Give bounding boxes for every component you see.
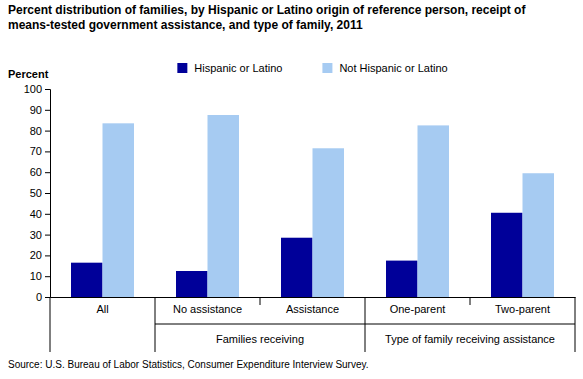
y-tick-mark bbox=[45, 110, 50, 111]
bar bbox=[281, 238, 313, 297]
y-tick: 20 bbox=[30, 249, 50, 261]
y-axis-title: Percent bbox=[8, 68, 49, 80]
legend-swatch bbox=[322, 63, 332, 73]
y-tick-mark bbox=[45, 151, 50, 152]
y-tick-label: 100 bbox=[24, 83, 42, 95]
y-axis-line bbox=[45, 90, 51, 298]
y-tick: 40 bbox=[30, 208, 50, 220]
y-tick-mark bbox=[45, 89, 50, 90]
y-tick: 90 bbox=[30, 104, 50, 116]
bar bbox=[71, 263, 103, 297]
bar bbox=[176, 271, 208, 297]
y-tick-mark bbox=[45, 172, 50, 173]
y-tick: 50 bbox=[30, 187, 50, 199]
y-tick-mark bbox=[45, 255, 50, 256]
bar bbox=[386, 261, 418, 297]
x-tick-label: Assistance bbox=[286, 303, 339, 315]
x-tick: All bbox=[96, 303, 108, 315]
x-tick-label: All bbox=[96, 303, 108, 315]
x-tick-label: One-parent bbox=[390, 303, 446, 315]
y-tick-label: 20 bbox=[30, 249, 42, 261]
y-tick: 0 bbox=[36, 291, 50, 303]
title-line: Percent distribution of families, by His… bbox=[8, 3, 526, 17]
y-tick-label: 60 bbox=[30, 166, 42, 178]
legend-label: Not Hispanic or Latino bbox=[339, 62, 447, 74]
y-tick-label: 70 bbox=[30, 145, 42, 157]
legend-swatch bbox=[177, 63, 187, 73]
x-tick-label: No assistance bbox=[173, 303, 242, 315]
title: Percent distribution of families, by His… bbox=[8, 3, 526, 32]
x-axis: All No assistance Assistance One-parent Two-… bbox=[51, 298, 576, 316]
bar bbox=[491, 213, 523, 297]
y-axis: 0 10 20 30 40 50 60 70 80 90 100 bbox=[24, 83, 51, 303]
y-tick-label: 30 bbox=[30, 229, 42, 241]
y-tick: 100 bbox=[24, 83, 50, 95]
y-tick: 70 bbox=[30, 145, 50, 157]
x-axis-line bbox=[51, 297, 576, 298]
y-tick: 60 bbox=[30, 166, 50, 178]
x-tick: Assistance bbox=[286, 303, 339, 315]
legend-item: Hispanic or Latino bbox=[177, 62, 282, 74]
separator bbox=[50, 297, 51, 352]
y-tick-label: 80 bbox=[30, 125, 42, 137]
legend: Hispanic or Latino Not Hispanic or Latino bbox=[177, 62, 447, 74]
legend-item: Not Hispanic or Latino bbox=[322, 62, 447, 74]
y-tick-mark bbox=[45, 131, 50, 132]
y-tick-label: 90 bbox=[30, 104, 42, 116]
x-tick: One-parent bbox=[390, 303, 446, 315]
y-tick-mark bbox=[45, 193, 50, 194]
bars bbox=[71, 115, 554, 297]
y-tick-label: 40 bbox=[30, 208, 42, 220]
separator bbox=[260, 297, 261, 305]
group-label: Families receiving bbox=[216, 333, 304, 345]
source: Source: U.S. Bureau of Labor Statistics,… bbox=[8, 359, 369, 370]
y-tick-label: 10 bbox=[30, 270, 42, 282]
y-tick-mark bbox=[45, 297, 50, 298]
bar bbox=[418, 125, 450, 297]
x-tick: No assistance bbox=[173, 303, 242, 315]
x-tick: Two-parent bbox=[495, 303, 550, 315]
title-line: means-tested government assistance, and … bbox=[8, 18, 363, 32]
group-rule bbox=[155, 324, 575, 325]
bar bbox=[103, 123, 135, 297]
bar bbox=[313, 148, 345, 297]
y-tick-mark bbox=[45, 214, 50, 215]
y-tick-label: 0 bbox=[36, 291, 42, 303]
y-tick-label: 50 bbox=[30, 187, 42, 199]
legend-label: Hispanic or Latino bbox=[194, 62, 282, 74]
y-tick: 30 bbox=[30, 229, 50, 241]
separator bbox=[470, 297, 471, 305]
y-tick-mark bbox=[45, 235, 50, 236]
bar bbox=[523, 173, 555, 297]
bar bbox=[208, 115, 240, 297]
y-tick: 80 bbox=[30, 125, 50, 137]
chart: Percent distribution of families, by His… bbox=[0, 0, 583, 379]
y-tick: 10 bbox=[30, 270, 50, 282]
separators bbox=[50, 297, 575, 352]
group-label: Type of family receiving assistance bbox=[385, 333, 555, 345]
y-tick-mark bbox=[45, 276, 50, 277]
x-tick-label: Two-parent bbox=[495, 303, 550, 315]
